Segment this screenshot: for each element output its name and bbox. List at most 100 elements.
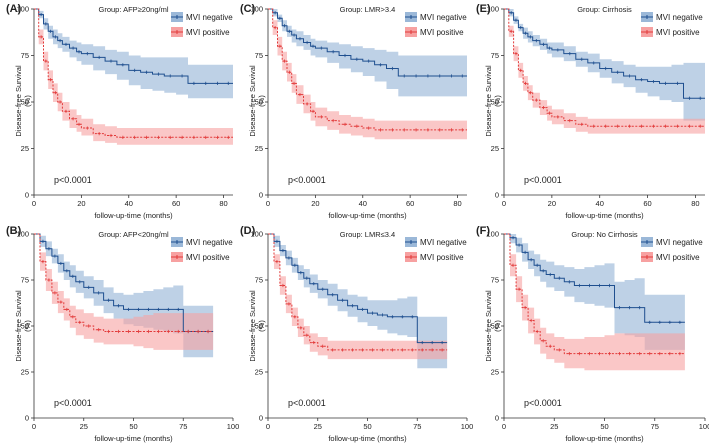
- censor-mark-mvi-positive: [430, 348, 434, 352]
- censor-mark-mvi-negative: [440, 340, 444, 345]
- legend-label-mvi-positive: MVI positive: [420, 28, 464, 37]
- y-tick-label: 0: [25, 191, 29, 200]
- censor-mark-mvi-positive: [109, 133, 113, 138]
- censor-mark-mvi-negative: [541, 269, 545, 273]
- legend-label-mvi-positive: MVI positive: [420, 253, 464, 262]
- y-tick-label: 50: [255, 98, 263, 107]
- censor-mark-mvi-positive: [65, 307, 69, 312]
- censor-mark-mvi-negative: [616, 70, 620, 74]
- censor-mark-mvi-positive: [53, 291, 57, 295]
- censor-mark-mvi-negative: [341, 298, 345, 302]
- x-tick-label: 0: [266, 422, 270, 431]
- panel-title: Group: LMR≤3.4: [340, 230, 395, 239]
- censor-mark-mvi-positive: [528, 91, 532, 95]
- censor-mark-mvi-positive: [556, 115, 560, 119]
- censor-mark-mvi-negative: [547, 46, 552, 50]
- censor-mark-mvi-positive: [568, 119, 572, 123]
- x-tick-label: 60: [172, 199, 180, 208]
- censor-mark-mvi-positive: [350, 348, 355, 352]
- x-tick-label: 0: [32, 422, 36, 431]
- censor-mark-mvi-positive: [136, 329, 141, 334]
- censor-mark-mvi-positive: [651, 124, 656, 128]
- censor-mark-mvi-negative: [319, 46, 323, 50]
- legend-label-mvi-negative: MVI negative: [186, 238, 233, 247]
- censor-mark-mvi-negative: [426, 74, 430, 78]
- legend-label-mvi-negative: MVI negative: [656, 238, 703, 247]
- panel-label: (A): [6, 3, 22, 15]
- legend-line-mvi-negative: [641, 240, 653, 244]
- censor-mark-mvi-negative: [350, 304, 355, 308]
- censor-mark-mvi-positive: [287, 70, 291, 74]
- censor-mark-mvi-negative: [410, 315, 414, 319]
- censor-mark-mvi-positive: [698, 124, 702, 128]
- censor-mark-mvi-negative: [517, 243, 521, 247]
- censor-mark-mvi-positive: [678, 352, 682, 356]
- x-tick-label: 0: [502, 199, 506, 208]
- censor-mark-mvi-positive: [156, 135, 160, 139]
- censor-mark-mvi-negative: [414, 74, 418, 78]
- legend-line-mvi-negative: [171, 15, 183, 19]
- censor-mark-mvi-positive: [587, 352, 592, 356]
- censor-mark-mvi-negative: [87, 285, 91, 289]
- y-tick-label: 0: [259, 414, 263, 423]
- censor-mark-mvi-negative: [663, 81, 668, 85]
- censor-mark-mvi-negative: [65, 269, 69, 273]
- ci-band-mvi-negative: [34, 9, 233, 99]
- km-panel: (D) Group: LMR≤3.4 0 25 50 75 100 0 25 50 75 100 fol…: [240, 225, 473, 443]
- y-tick-label: 50: [255, 322, 263, 331]
- censor-mark-mvi-positive: [529, 318, 533, 323]
- censor-mark-mvi-negative: [534, 39, 538, 43]
- legend-line-mvi-positive: [171, 30, 183, 34]
- y-axis-label: Disease-free Survival: [484, 65, 493, 137]
- censor-mark-mvi-negative: [535, 263, 539, 267]
- legend-line-mvi-positive: [641, 255, 653, 259]
- censor-mark-mvi-negative: [675, 81, 680, 85]
- censor-mark-mvi-negative: [420, 340, 424, 345]
- censor-mark-mvi-positive: [547, 111, 552, 115]
- y-tick-label: 25: [255, 368, 263, 377]
- x-tick-label: 25: [550, 422, 558, 431]
- legend-line-mvi-negative: [171, 240, 183, 244]
- y-axis-label: Disease-free Survival: [248, 290, 257, 362]
- x-tick-label: 25: [314, 422, 322, 431]
- censor-mark-mvi-positive: [648, 352, 652, 356]
- censor-mark-mvi-negative: [299, 271, 303, 275]
- censor-mark-mvi-negative: [511, 236, 515, 240]
- censor-mark-mvi-positive: [293, 315, 297, 319]
- censor-mark-mvi-positive: [107, 329, 111, 334]
- censor-mark-mvi-positive: [440, 348, 444, 352]
- censor-mark-mvi-positive: [305, 102, 309, 106]
- censor-mark-mvi-negative: [617, 306, 622, 310]
- x-tick-label: 60: [406, 199, 414, 208]
- x-tick-label: 100: [227, 422, 240, 431]
- x-tick-label: 50: [363, 422, 371, 431]
- censor-mark-mvi-negative: [168, 74, 172, 78]
- y-tick-label: 100: [250, 230, 263, 239]
- censor-mark-mvi-negative: [97, 55, 101, 59]
- y-tick-label: 25: [491, 144, 499, 153]
- y-tick-label: 75: [491, 51, 499, 60]
- x-tick-label: 0: [32, 199, 36, 208]
- censor-mark-mvi-negative: [144, 70, 149, 74]
- x-axis-label: follow-up-time (months): [94, 434, 173, 443]
- x-axis-label: follow-up-time (months): [565, 434, 644, 443]
- censor-mark-mvi-negative: [580, 57, 584, 61]
- censor-mark-mvi-positive: [414, 128, 418, 132]
- censor-mark-mvi-positive: [126, 329, 131, 334]
- censor-mark-mvi-negative: [78, 280, 82, 284]
- censor-mark-mvi-positive: [292, 81, 296, 85]
- censor-mark-mvi-negative: [519, 26, 523, 30]
- censor-mark-mvi-negative: [180, 74, 184, 78]
- censor-mark-mvi-positive: [121, 135, 125, 139]
- censor-mark-mvi-positive: [192, 135, 196, 139]
- y-axis-label: Disease-free Survival: [14, 290, 23, 362]
- y-tick-label: 25: [21, 144, 29, 153]
- ci-band-mvi-positive: [34, 234, 214, 350]
- censor-mark-mvi-negative: [514, 18, 518, 22]
- y-axis-label-unit: (%): [23, 320, 32, 332]
- censor-mark-mvi-negative: [293, 263, 297, 267]
- censor-mark-mvi-positive: [59, 300, 63, 304]
- legend-label-mvi-negative: MVI negative: [420, 13, 467, 22]
- censor-mark-mvi-positive: [71, 117, 75, 121]
- x-tick-label: 40: [596, 199, 604, 208]
